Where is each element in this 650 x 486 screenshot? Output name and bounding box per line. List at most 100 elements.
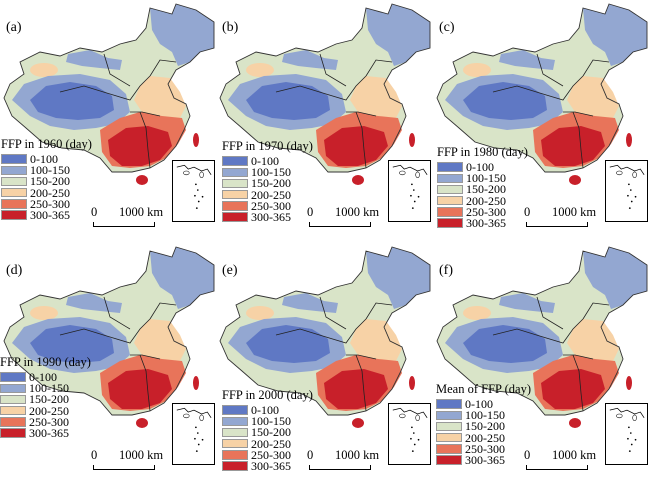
regional-boundaries [492, 296, 610, 412]
legend-title: FFP in 1960 (day) [1, 137, 92, 151]
region-300-365-south [541, 126, 605, 166]
china-ffp-map [436, 3, 648, 185]
china-ffp-map [219, 3, 431, 185]
scale-distance: 1000 km [552, 205, 597, 219]
inset-map [392, 407, 428, 453]
legend-swatch [1, 210, 27, 220]
legend-label: 0-100 [30, 152, 58, 167]
china-ffp-map [436, 246, 648, 428]
legend-label: 200-250 [29, 403, 69, 418]
region-200-250-east [567, 76, 619, 118]
panel-label: (d) [6, 263, 23, 278]
south-china-sea-inset [388, 160, 431, 222]
region-100-150-northeast [366, 4, 430, 66]
country-outline [3, 3, 215, 173]
legend-label: 100-150 [465, 408, 505, 423]
legend-swatch [0, 372, 26, 382]
legend-label: 300-365 [251, 459, 291, 474]
legend-label: 100-150 [29, 381, 69, 396]
legend-swatch [436, 410, 462, 421]
legend-swatch [0, 383, 26, 394]
legend-swatch [436, 421, 462, 432]
legend-label: 150-200 [466, 182, 506, 197]
region-300-365-south [541, 369, 605, 409]
region-100-150-north [66, 293, 122, 313]
map-panel-6: (f) Mean of FFP (day) 0-100 100-150 150-20… [433, 243, 649, 486]
region-100-150-northeast [150, 4, 214, 66]
regional-boundaries [492, 53, 610, 169]
legend-item: 100-150 [222, 415, 313, 427]
scale-distance: 1000 km [119, 448, 164, 462]
scale-bar: 0 1000 km [91, 205, 171, 235]
legend-label: 0-100 [251, 403, 279, 418]
map-panel-5: (e) FFP in 2000 (day) 0-100 100-150 150-20… [216, 243, 432, 486]
region-100-150-northeast [583, 247, 647, 309]
scale-zero: 0 [524, 448, 531, 462]
legend-rows: 0-100 100-150 150-200 200-250 250-300 300-365 [222, 155, 313, 223]
legend-swatch [437, 195, 463, 206]
legend-swatch [436, 444, 462, 454]
legend-item: 300-365 [437, 217, 528, 229]
legend-label: 100-150 [30, 163, 70, 178]
legend: FFP in 1990 (day) 0-100 100-150 150-200 200… [0, 356, 91, 439]
legend-item: 150-200 [222, 177, 313, 189]
legend-swatch [436, 455, 462, 465]
south-china-sea-inset [605, 160, 648, 222]
legend-swatch [437, 218, 463, 228]
scale-bar: 0 1000 km [307, 448, 387, 478]
region-300-365-hainan [569, 175, 581, 185]
legend-swatch [222, 450, 248, 460]
legend-label: 150-200 [251, 425, 291, 440]
region-300-365-south [324, 126, 388, 166]
region-100-150-northeast [583, 4, 647, 66]
legend-label: 200-250 [251, 436, 291, 451]
legend-item: 250-300 [1, 198, 92, 210]
legend-swatch [0, 405, 26, 416]
legend-item: 150-200 [222, 425, 313, 440]
legend-swatch [222, 438, 248, 449]
region-200-250-east [134, 76, 186, 118]
country-outline [219, 3, 431, 173]
legend-swatch [1, 154, 27, 164]
legend-label: 100-150 [251, 165, 291, 180]
legend-swatch [0, 394, 26, 405]
legend-title: FFP in 1970 (day) [222, 139, 313, 153]
legend-item: 150-200 [1, 174, 92, 189]
region-200-250-east [134, 319, 186, 361]
south-china-sea-inset [172, 403, 215, 465]
region-300-365-hainan [136, 175, 148, 185]
legend-label: 250-300 [251, 447, 291, 462]
country-outline [436, 246, 648, 416]
region-200-250-xinjiang [463, 306, 491, 320]
legend-item: 300-365 [1, 209, 92, 221]
legend-item: 250-300 [0, 416, 91, 428]
region-300-365-taiwan [626, 133, 632, 147]
legend-item: 0-100 [0, 371, 91, 383]
scale-line [93, 222, 155, 227]
region-200-250-east [350, 319, 402, 361]
legend-item: 100-150 [437, 171, 528, 186]
legend-item: 0-100 [1, 152, 92, 167]
legend: FFP in 2000 (day) 0-100 100-150 150-200 200… [222, 389, 313, 472]
legend-item: 0-100 [437, 161, 528, 173]
legend-item: 0-100 [222, 403, 313, 418]
legend-item: 100-150 [436, 408, 531, 423]
panel-label: (f) [439, 263, 453, 278]
legend-item: 300-365 [222, 211, 313, 223]
regional-boundaries [59, 296, 177, 412]
region-300-365-taiwan [193, 133, 199, 147]
legend-label: 250-300 [465, 441, 505, 456]
legend-swatch [437, 207, 463, 217]
legend-label: 100-150 [466, 171, 506, 186]
scale-bar: 0 1000 km [91, 448, 171, 478]
scale-line [526, 222, 588, 227]
legend-title: FFP in 1980 (day) [437, 145, 528, 159]
region-200-250-east [350, 76, 402, 118]
scale-line [93, 465, 155, 470]
legend-swatch [222, 178, 248, 189]
legend-item: 200-250 [436, 432, 531, 444]
legend-label: 150-200 [30, 174, 70, 189]
scale-zero: 0 [91, 448, 98, 462]
scale-line [309, 465, 371, 470]
legend-label: 200-250 [30, 185, 70, 200]
